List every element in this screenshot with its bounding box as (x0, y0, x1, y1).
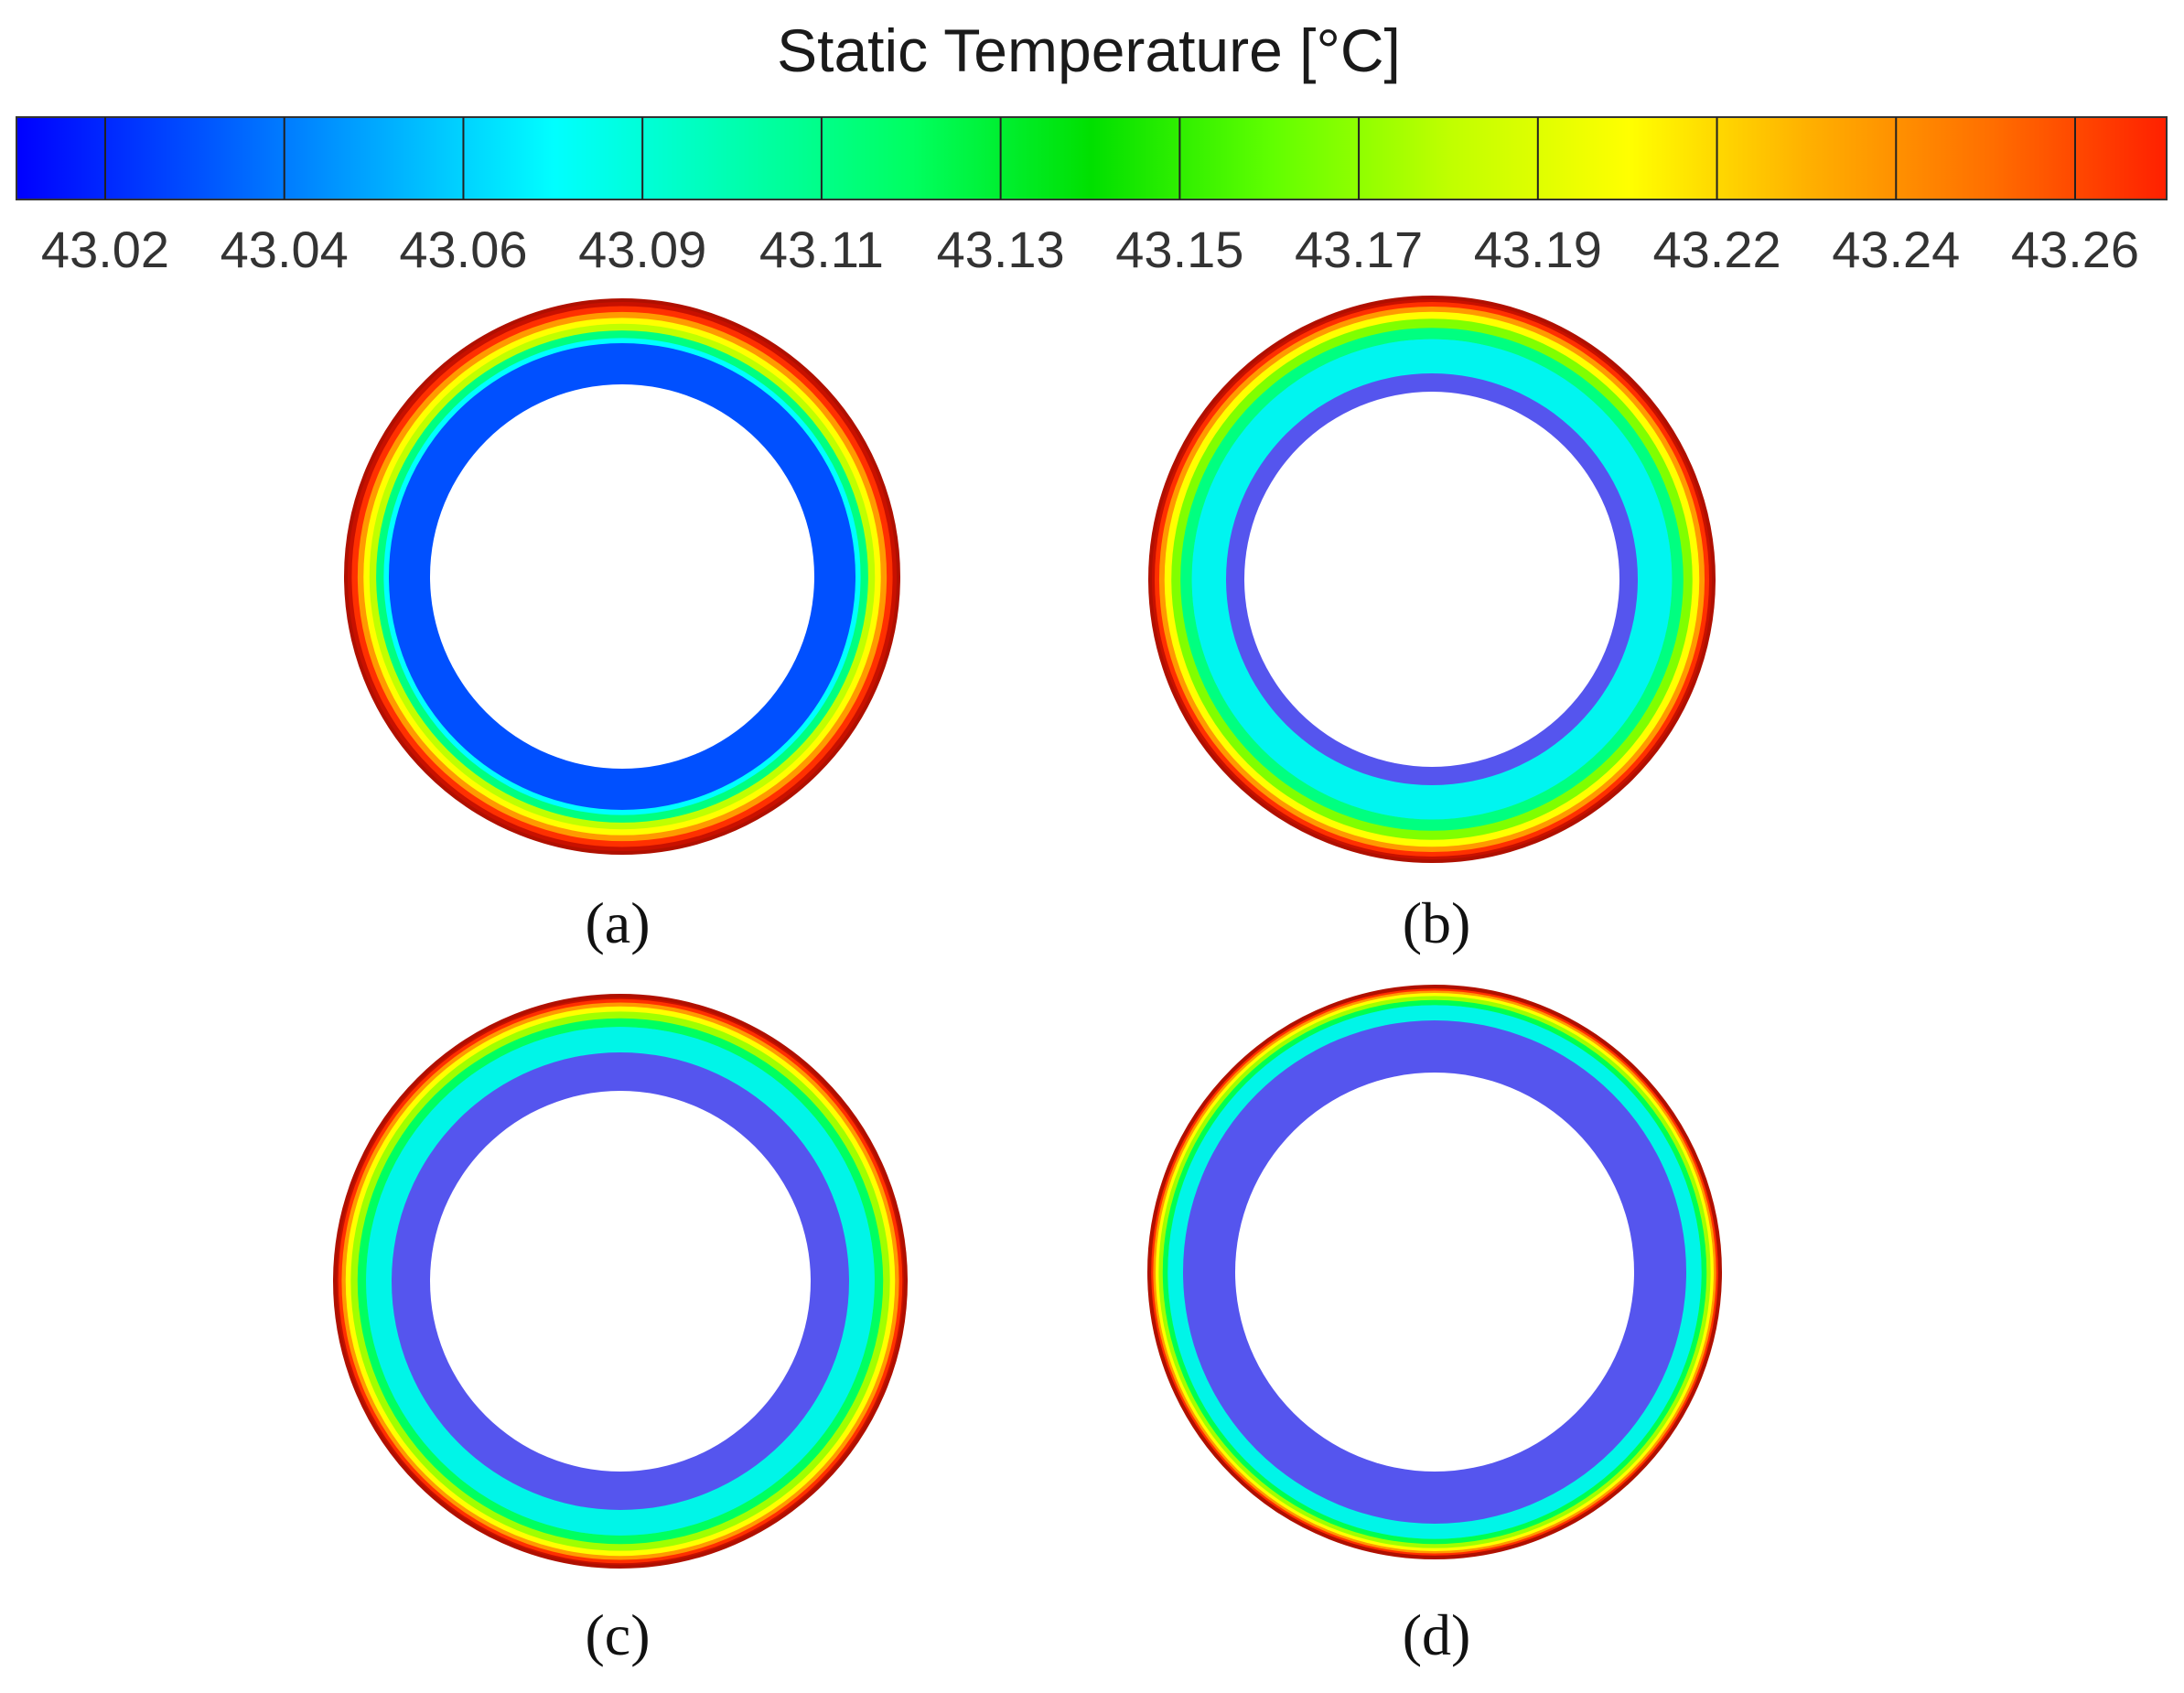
panel-label-a: (a) (585, 890, 650, 955)
legend-tick-label: 43.19 (1474, 221, 1602, 278)
legend-tick-label: 43.22 (1652, 221, 1781, 278)
legend-title: Static Temperature [°C] (777, 16, 1401, 84)
panel-label-b: (b) (1403, 890, 1471, 955)
legend-color-bar (16, 116, 2168, 200)
panel-label-d: (d) (1403, 1602, 1471, 1667)
legend-tick-label: 43.09 (578, 221, 706, 278)
inner-hole (430, 384, 814, 769)
outer-wall (1147, 985, 1722, 1559)
panel-c (333, 994, 908, 1569)
legend-dividers (104, 117, 2076, 199)
inner-hole (430, 1091, 811, 1472)
legend-tick-label: 43.02 (41, 221, 169, 278)
panel-label-c: (c) (585, 1602, 650, 1667)
legend-tick-label: 43.06 (399, 221, 527, 278)
outer-wall (333, 994, 908, 1569)
legend-tick-label: 43.15 (1115, 221, 1243, 278)
legend-tick-label: 43.13 (937, 221, 1065, 278)
inner-hole (1235, 1073, 1634, 1472)
legend-tick-label: 43.26 (2011, 221, 2139, 278)
outer-wall (1148, 296, 1716, 863)
legend-tick-labels: 43.02 43.04 43.06 43.09 43.11 43.13 43.15 43.17… (41, 221, 2139, 278)
legend-tick-label: 43.04 (221, 221, 349, 278)
color-legend: Static Temperature [°C] 43.02 43.04 43.06 4… (16, 16, 2168, 278)
panel-d (1147, 985, 1722, 1559)
legend-tick-label: 43.11 (759, 221, 884, 278)
legend-tick-label: 43.17 (1295, 221, 1423, 278)
outer-wall (344, 298, 900, 855)
inner-hole (1244, 392, 1619, 767)
panel-a (344, 298, 900, 855)
panel-b (1148, 296, 1716, 863)
legend-tick-label: 43.24 (1832, 221, 1960, 278)
